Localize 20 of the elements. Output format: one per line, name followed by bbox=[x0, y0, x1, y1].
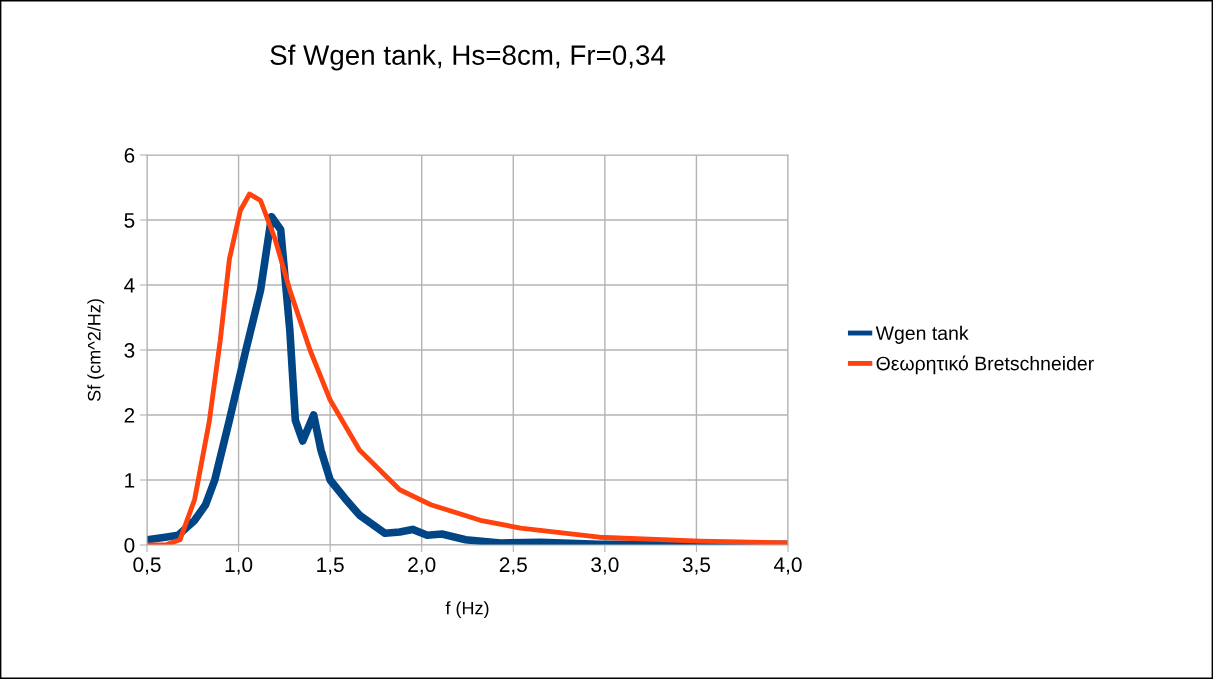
x-tick-label: 3,0 bbox=[591, 557, 619, 575]
y-tick-label: 3 bbox=[124, 343, 135, 358]
y-tick-label: 2 bbox=[124, 408, 135, 423]
y-tick-label: 5 bbox=[124, 213, 135, 228]
x-tick-label: 1,0 bbox=[225, 557, 253, 575]
legend-label: Θεωρητικό Bretschneider bbox=[876, 355, 1094, 375]
x-axis-title: f (Hz) bbox=[445, 601, 489, 619]
y-tick-label: 6 bbox=[124, 148, 135, 163]
y-tick-label: 0 bbox=[124, 538, 135, 553]
x-tick-label: 1,5 bbox=[317, 557, 344, 575]
legend-label: Wgen tank bbox=[875, 325, 969, 344]
y-tick-label: 4 bbox=[124, 278, 135, 293]
x-tick-label: 2,0 bbox=[408, 557, 436, 575]
y-tick-label: 1 bbox=[125, 473, 135, 488]
y-axis-title: Sf (cm^2/Hz) bbox=[87, 299, 105, 402]
x-tick-label: 0,5 bbox=[133, 557, 161, 575]
x-tick-label: 3,5 bbox=[682, 557, 711, 575]
chart-title: Sf Wgen tank, Hs=8cm, Fr=0,34 bbox=[270, 44, 666, 71]
x-tick-label: 4,0 bbox=[774, 557, 802, 575]
x-tick-label: 2,5 bbox=[499, 557, 527, 575]
